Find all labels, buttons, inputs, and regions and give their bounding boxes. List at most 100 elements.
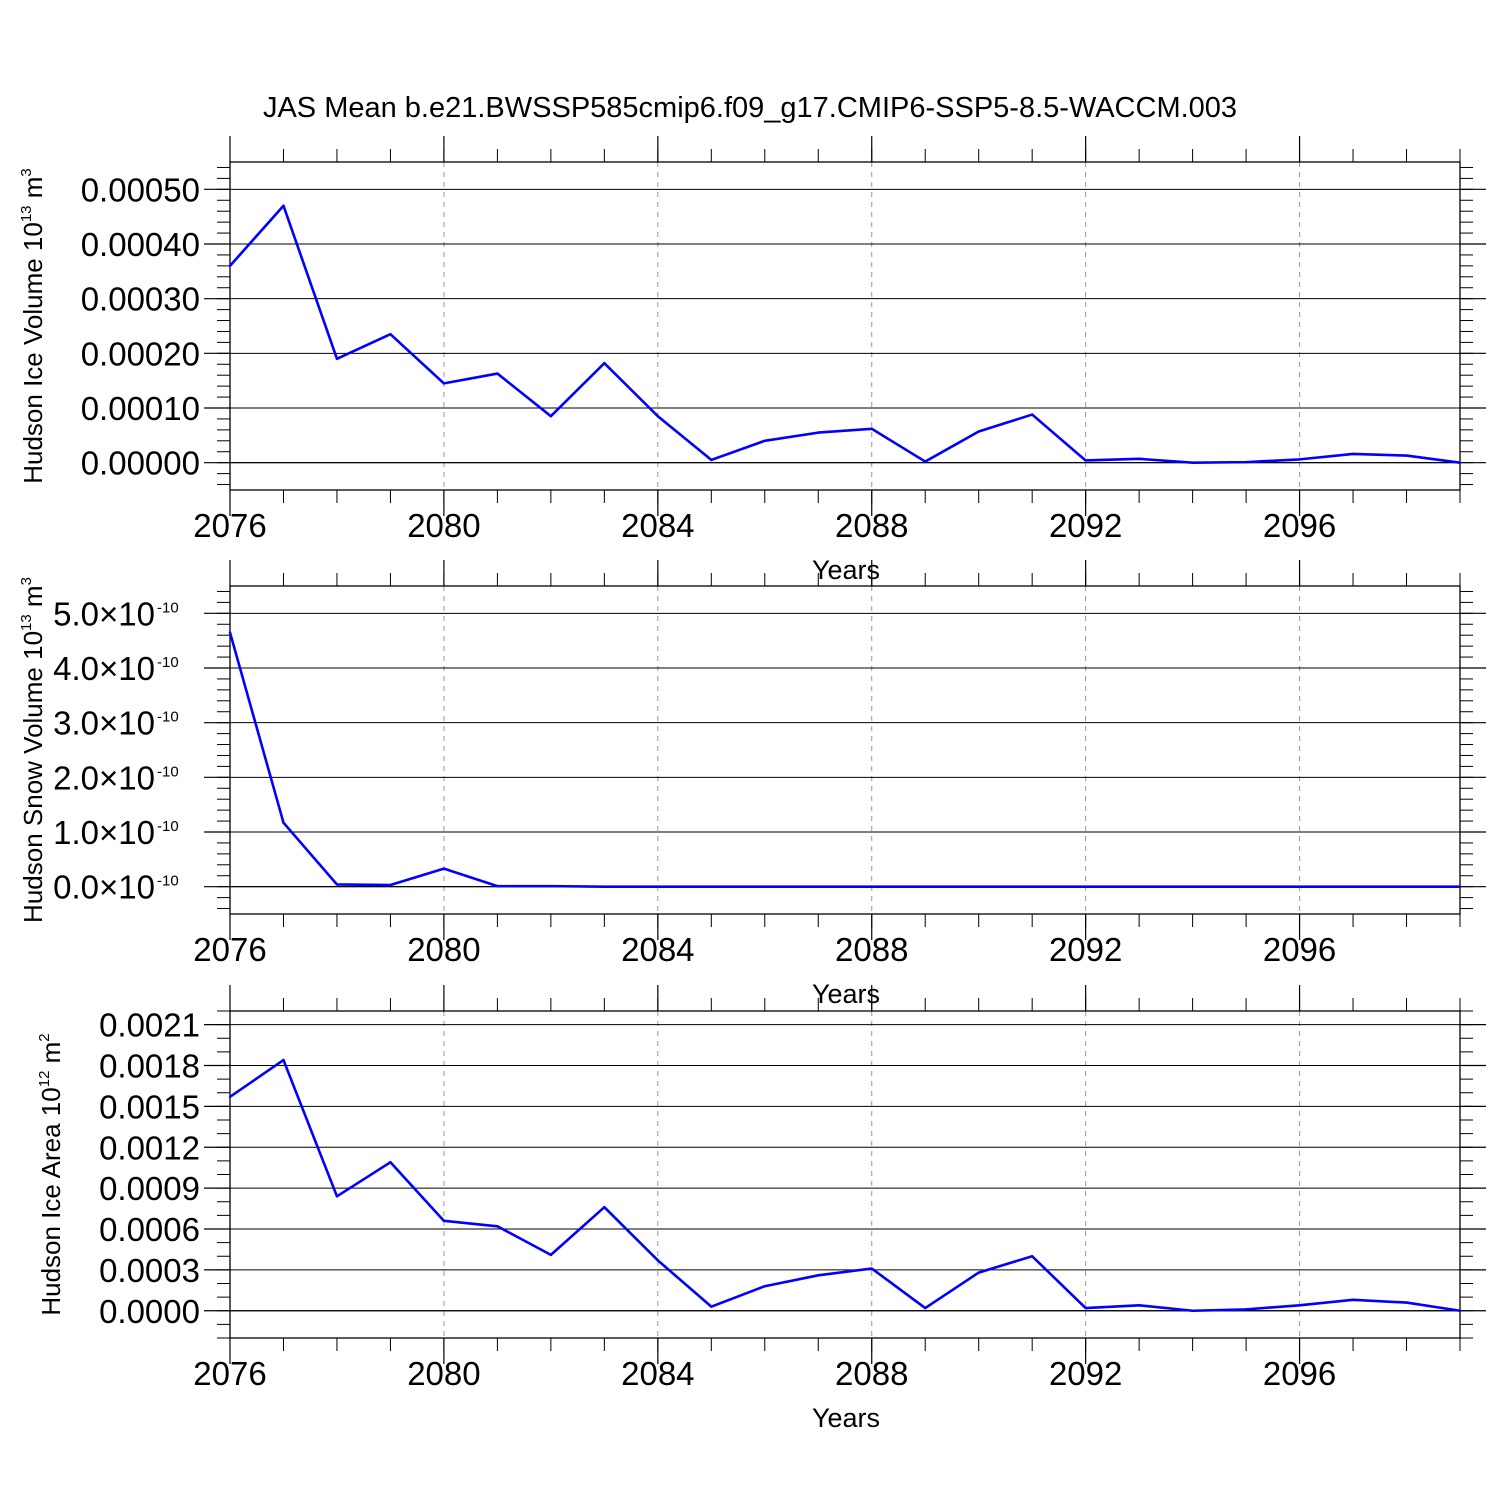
x-tick-label: 2092 — [1049, 931, 1122, 968]
chart-panel-2: 0.0×10 -101.0×10 -102.0×10 -103.0×10 -104.0×… — [18, 560, 1486, 1009]
data-point — [817, 431, 820, 434]
data-point — [924, 885, 927, 888]
x-tick-label: 2076 — [193, 507, 266, 544]
data-point — [1191, 1309, 1194, 1312]
data-point — [1458, 1309, 1462, 1312]
plot-frame — [229, 1010, 1461, 1339]
y-tick-label: 0.0021 — [99, 1007, 200, 1044]
data-point — [1298, 1304, 1301, 1307]
data-point — [710, 1305, 713, 1308]
data-point — [1458, 461, 1462, 464]
data-point — [1244, 460, 1248, 464]
x-tick-label: 2096 — [1263, 507, 1336, 544]
data-point — [1137, 457, 1141, 461]
data-point — [1458, 885, 1462, 888]
x-tick-label: 2080 — [407, 931, 480, 968]
y-axis-label: Hudson Ice Area 1012 m2 — [36, 1033, 66, 1315]
plot-frame — [229, 585, 1461, 915]
data-point — [228, 631, 232, 634]
data-point — [870, 427, 873, 430]
x-axis-label: Years — [812, 1403, 880, 1433]
series-line — [229, 1058, 1461, 1313]
data-point — [603, 885, 606, 888]
x-tick-label: 2088 — [835, 507, 908, 544]
x-tick-label: 2084 — [621, 931, 694, 968]
data-point — [870, 885, 873, 888]
figure-title: JAS Mean b.e21.BWSSP585cmip6.f09_g17.CMI… — [263, 92, 1237, 124]
data-point — [389, 1161, 392, 1164]
x-tick-label: 2096 — [1263, 931, 1336, 968]
data-point — [817, 1274, 820, 1277]
data-point — [710, 458, 713, 462]
x-tick-label: 2076 — [193, 1355, 266, 1392]
y-tick-label: 0.0012 — [99, 1129, 200, 1166]
data-point — [496, 884, 499, 888]
y-tick-label: 0.0003 — [99, 1252, 200, 1289]
data-point — [1405, 885, 1408, 888]
data-point — [763, 1285, 766, 1288]
data-point — [442, 382, 446, 385]
data-point — [603, 361, 606, 365]
y-tick-exponent: -10 — [157, 599, 179, 616]
data-point — [763, 885, 766, 888]
y-tick-exponent: -10 — [157, 709, 179, 726]
data-point — [763, 439, 766, 442]
y-tick-label: 0.0018 — [99, 1048, 200, 1085]
y-tick-label: 0.0×10 — [53, 869, 155, 906]
x-tick-label: 2084 — [621, 507, 694, 544]
y-tick-exponent: -10 — [157, 763, 179, 780]
data-point — [1084, 885, 1087, 888]
data-point — [1191, 461, 1194, 464]
x-tick-label: 2076 — [193, 931, 266, 968]
x-tick-label: 2088 — [835, 931, 908, 968]
y-tick-label: 0.00030 — [81, 281, 200, 318]
data-point — [335, 883, 339, 886]
y-tick-label: 5.0×10 — [53, 595, 155, 632]
data-point — [1084, 459, 1087, 462]
data-point — [282, 204, 285, 207]
data-point — [282, 1058, 285, 1062]
panels: 0.00000 0.00010 0.00020 0.00030 0.00040 0.000… — [18, 136, 1486, 1433]
data-point — [977, 1271, 980, 1274]
data-point — [335, 1195, 339, 1198]
data-point — [1405, 1301, 1408, 1304]
data-point — [1084, 1306, 1087, 1310]
x-tick-label: 2088 — [835, 1355, 908, 1392]
series-line — [229, 204, 1461, 464]
x-tick-label: 2080 — [407, 1355, 480, 1392]
data-point — [496, 1225, 499, 1228]
data-point — [1030, 885, 1034, 888]
y-tick-label: 0.00000 — [81, 445, 200, 482]
data-point — [1405, 454, 1408, 457]
data-point — [1351, 452, 1355, 456]
data-point — [1030, 413, 1034, 416]
data-point — [1030, 1255, 1034, 1258]
data-point — [1244, 885, 1248, 888]
data-point — [549, 415, 553, 418]
y-tick-label: 1.0×10 — [53, 814, 155, 851]
x-tick-label: 2092 — [1049, 507, 1122, 544]
y-tick-label: 3.0×10 — [53, 705, 155, 742]
data-point — [1137, 885, 1141, 888]
data-point — [1298, 458, 1301, 461]
x-tick-label: 2080 — [407, 507, 480, 544]
data-point — [603, 1206, 606, 1209]
data-point — [656, 415, 660, 418]
y-tick-label: 0.00040 — [81, 226, 200, 263]
chart-panel-1: 0.00000 0.00010 0.00020 0.00030 0.00040 0.000… — [18, 136, 1486, 585]
data-point — [977, 430, 980, 433]
y-tick-label: 0.0015 — [99, 1088, 200, 1125]
data-point — [656, 1259, 660, 1262]
y-axis-label: Hudson Ice Volume 1013 m3 — [18, 168, 48, 484]
data-point — [656, 885, 660, 888]
data-point — [228, 264, 232, 268]
y-tick-label: 0.00020 — [81, 335, 200, 372]
data-point — [1244, 1308, 1248, 1311]
data-point — [1351, 1298, 1355, 1302]
x-axis-label: Years — [812, 555, 880, 585]
data-point — [1137, 1304, 1141, 1307]
data-point — [870, 1267, 873, 1270]
x-tick-label: 2092 — [1049, 1355, 1122, 1392]
y-tick-exponent: -10 — [157, 654, 179, 671]
